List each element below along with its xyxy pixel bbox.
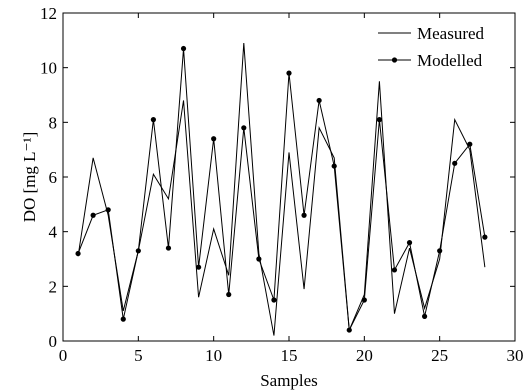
data-point-modelled [361,297,367,303]
x-tick-label: 30 [507,346,524,365]
data-point-modelled [452,160,458,166]
data-point-modelled [437,248,443,254]
data-point-modelled [331,163,337,169]
y-tick-label: 6 [49,168,58,187]
legend-marker-modelled [391,57,398,63]
data-point-modelled [75,250,81,257]
data-point-modelled [467,141,473,147]
data-point-modelled [150,117,156,123]
data-point-modelled [90,212,96,218]
data-point-modelled [346,327,352,333]
y-tick-label: 12 [40,4,57,23]
x-tick-label: 10 [205,346,222,365]
y-axis-label: DO [mg L⁻¹] [20,132,39,223]
data-point-modelled [271,297,277,303]
data-point-modelled [180,45,187,52]
data-point-modelled [286,70,292,76]
ticks-layer: 0 5 10 15 20 25 30 0 2 4 6 8 10 12 [40,4,524,365]
x-tick-label: 15 [281,346,298,365]
data-point-modelled [241,125,247,131]
x-tick-label: 5 [134,346,143,365]
data-point-modelled [211,136,217,142]
y-tick-label: 8 [49,113,58,132]
data-point-modelled [196,264,202,270]
legend-box [368,18,510,76]
data-point-modelled [105,207,111,213]
x-tick-label: 20 [356,346,373,365]
legend: Measured Modelled [368,18,510,76]
data-point-modelled [482,234,488,240]
data-point-modelled [376,117,382,123]
data-point-modelled [120,316,126,322]
data-point-modelled [165,245,172,251]
data-point-modelled [226,291,232,298]
data-point-modelled [301,212,307,218]
series-line-modelled [77,48,486,332]
x-tick-label: 0 [59,346,68,365]
y-tick-label: 4 [49,223,58,242]
data-point-modelled [391,267,398,273]
x-tick-label: 25 [431,346,448,365]
series-layer [75,43,488,336]
y-tick-label: 0 [49,332,58,351]
data-point-modelled [316,97,322,104]
data-point-modelled [256,256,262,262]
legend-label-measured: Measured [417,24,485,43]
y-tick-label: 10 [40,59,57,78]
x-axis-label: Samples [260,371,318,390]
y-tick-label: 2 [49,277,58,296]
data-point-modelled [422,313,428,319]
data-point-modelled [406,240,413,246]
data-point-modelled [135,248,141,254]
legend-label-modelled: Modelled [417,51,483,70]
